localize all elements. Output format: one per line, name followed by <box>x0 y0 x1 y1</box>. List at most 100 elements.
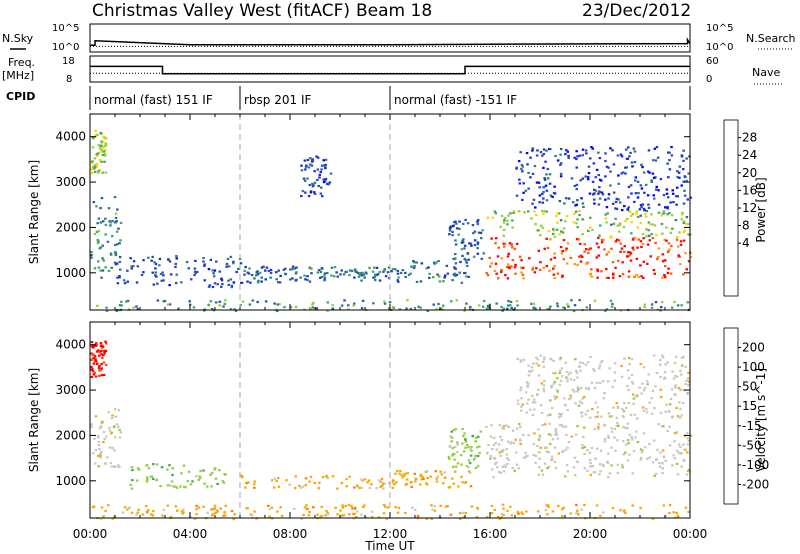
data-pixel <box>215 509 219 512</box>
data-pixel <box>636 417 639 420</box>
data-pixel <box>186 480 189 483</box>
data-pixel <box>514 272 517 275</box>
data-pixel <box>424 470 428 474</box>
data-pixel <box>655 458 658 462</box>
data-pixel <box>468 462 472 465</box>
data-pixel <box>449 435 452 438</box>
data-pixel <box>607 166 610 169</box>
data-pixel <box>535 214 538 217</box>
freq-unit-label: [MHz] <box>2 69 34 82</box>
data-pixel <box>654 385 657 388</box>
data-pixel <box>623 357 626 360</box>
data-pixel <box>545 173 548 176</box>
data-pixel <box>170 480 174 483</box>
data-pixel <box>93 437 96 440</box>
data-pixel <box>100 450 103 453</box>
data-pixel <box>118 242 121 245</box>
data-pixel <box>527 434 530 437</box>
data-pixel <box>610 446 613 449</box>
data-pixel <box>464 259 467 262</box>
data-pixel <box>640 392 643 395</box>
data-pixel <box>660 222 664 226</box>
data-pixel <box>531 202 534 205</box>
data-pixel <box>500 257 504 260</box>
data-pixel <box>490 237 493 240</box>
data-pixel <box>463 432 466 435</box>
data-pixel <box>93 355 97 358</box>
data-pixel <box>307 195 311 198</box>
data-pixel <box>467 446 470 449</box>
data-pixel <box>515 242 519 245</box>
data-pixel <box>301 485 305 488</box>
data-pixel <box>114 263 118 266</box>
data-pixel <box>575 210 578 213</box>
data-pixel <box>253 277 256 280</box>
data-pixel <box>687 439 691 442</box>
data-pixel <box>631 438 634 441</box>
data-pixel <box>498 517 502 520</box>
data-pixel <box>90 423 93 426</box>
data-pixel <box>99 207 102 210</box>
data-pixel <box>105 309 109 312</box>
data-pixel <box>98 374 101 377</box>
data-pixel <box>158 264 161 267</box>
data-pixel <box>470 505 474 508</box>
data-pixel <box>295 266 298 269</box>
data-pixel <box>668 504 672 507</box>
data-pixel <box>676 195 679 198</box>
data-pixel <box>561 515 564 518</box>
data-pixel <box>319 276 322 279</box>
data-pixel <box>312 506 315 509</box>
data-pixel <box>388 301 392 304</box>
data-pixel <box>508 267 511 270</box>
data-pixel <box>100 506 104 509</box>
data-pixel <box>584 363 588 366</box>
data-pixel <box>686 443 690 446</box>
data-pixel <box>626 439 630 442</box>
data-pixel <box>126 508 129 511</box>
data-pixel <box>556 302 559 305</box>
data-pixel <box>538 194 542 197</box>
data-pixel <box>448 445 452 448</box>
data-pixel <box>556 221 559 224</box>
data-pixel <box>517 512 520 515</box>
data-pixel <box>98 364 101 368</box>
data-pixel <box>401 476 404 479</box>
data-pixel <box>182 511 185 514</box>
data-pixel <box>575 503 578 507</box>
data-pixel <box>378 279 382 282</box>
data-pixel <box>454 465 458 468</box>
data-pixel <box>218 270 221 273</box>
data-pixel <box>543 247 546 250</box>
data-pixel <box>635 273 638 276</box>
data-pixel <box>515 166 518 169</box>
data-pixel <box>95 165 99 168</box>
data-pixel <box>662 425 665 428</box>
data-pixel <box>381 484 384 487</box>
data-pixel <box>679 373 683 376</box>
data-pixel <box>583 467 586 470</box>
data-pixel <box>562 306 565 309</box>
data-pixel <box>304 278 307 281</box>
data-pixel <box>665 188 669 191</box>
data-pixel <box>476 241 480 244</box>
data-pixel <box>468 242 471 245</box>
data-pixel <box>267 269 271 273</box>
data-pixel <box>583 426 586 429</box>
data-pixel <box>177 307 180 310</box>
data-pixel <box>555 389 559 392</box>
data-pixel <box>558 200 562 203</box>
data-pixel <box>593 471 597 474</box>
data-pixel <box>415 478 418 481</box>
data-pixel <box>265 266 269 269</box>
data-pixel <box>413 508 417 511</box>
data-pixel <box>240 281 243 284</box>
data-pixel <box>207 285 211 288</box>
data-pixel <box>98 447 101 451</box>
data-pixel <box>521 403 525 406</box>
y-tick-label: 2000 <box>55 220 86 234</box>
data-pixel <box>466 252 469 255</box>
data-pixel <box>136 479 139 482</box>
data-pixel <box>230 284 234 287</box>
